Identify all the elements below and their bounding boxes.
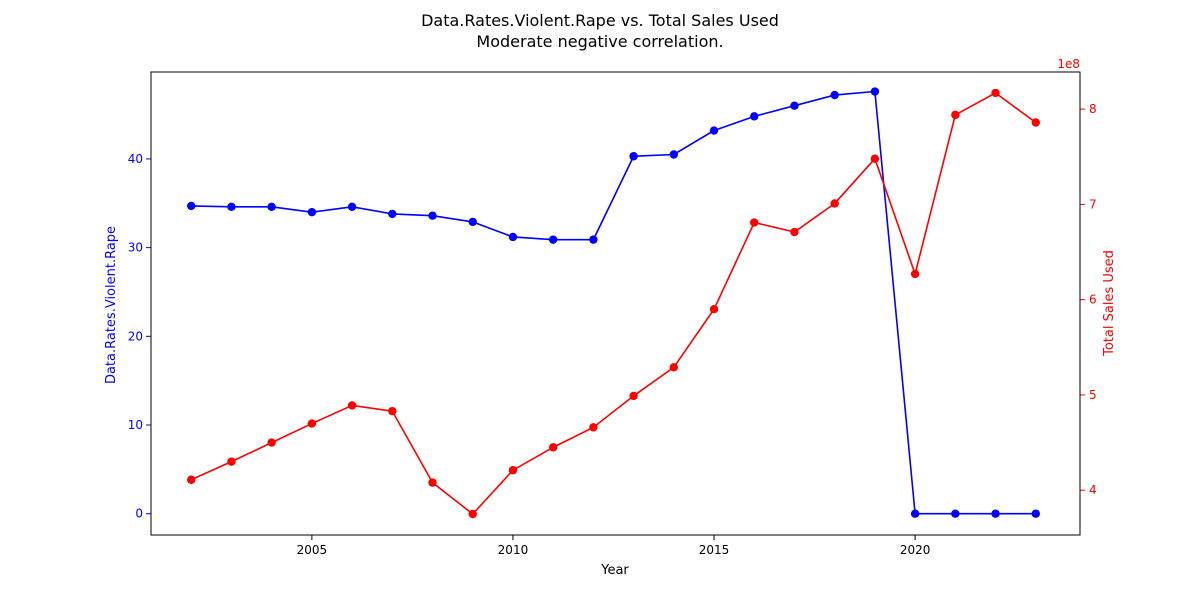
data-point-total-sales-used-2015 [709, 305, 719, 314]
plot-frame [150, 71, 1081, 536]
x-tick-label-2010: 2010 [498, 543, 529, 557]
x-axis-label: Year [600, 563, 629, 578]
y-right-tick-label-3: 7 [1089, 197, 1097, 211]
data-point-total-sales-used-2016 [750, 218, 759, 227]
y-right-offset-text: 1e8 [1057, 57, 1080, 71]
data-point-total-sales-used-2022 [991, 88, 1000, 98]
data-point-total-sales-used-2003 [227, 457, 236, 466]
data-point-violent-rape-rate-2009 [468, 217, 477, 227]
data-point-violent-rape-rate-2005 [307, 207, 317, 217]
data-point-total-sales-used-2010 [508, 466, 518, 475]
series-line-total-sales-used [190, 92, 1037, 516]
data-point-violent-rape-rate-2021 [951, 509, 960, 518]
data-point-total-sales-used-2011 [548, 443, 558, 452]
y-right-tick-label-1: 5 [1089, 388, 1097, 402]
data-point-total-sales-used-2020 [910, 269, 920, 279]
data-point-violent-rape-rate-2003 [227, 202, 236, 212]
data-point-violent-rape-rate-2014 [669, 150, 679, 159]
data-point-total-sales-used-2008 [428, 478, 437, 487]
data-point-violent-rape-rate-2002 [187, 201, 196, 211]
data-point-violent-rape-rate-2008 [428, 211, 437, 220]
data-point-violent-rape-rate-2022 [991, 509, 1000, 518]
data-point-total-sales-used-2019 [870, 154, 880, 163]
data-point-violent-rape-rate-2015 [709, 126, 719, 135]
data-point-total-sales-used-2004 [267, 438, 276, 447]
data-point-total-sales-used-2013 [629, 391, 638, 401]
y-right-tick-label-2: 6 [1089, 293, 1097, 307]
data-point-violent-rape-rate-2011 [548, 235, 558, 244]
series-line-violent-rape-rate [191, 90, 1036, 515]
y-right-axis-label: Total Sales Used [1102, 250, 1117, 357]
data-point-violent-rape-rate-2007 [388, 209, 397, 219]
data-point-total-sales-used-2007 [388, 406, 397, 416]
data-point-total-sales-used-2017 [790, 227, 799, 237]
data-point-violent-rape-rate-2018 [830, 90, 839, 100]
data-point-total-sales-used-2018 [830, 199, 839, 208]
x-tick-label-2015: 2015 [699, 543, 730, 557]
y-left-axis-label: Data.Rates.Violent.Rape [104, 226, 119, 384]
data-point-violent-rape-rate-2012 [589, 235, 598, 244]
y-left-tick-label-40: 40 [128, 152, 143, 166]
data-point-total-sales-used-2006 [347, 401, 357, 410]
y-left-tick-label-10: 10 [128, 418, 143, 432]
y-left-tick-label-20: 20 [128, 329, 143, 343]
plot-area [187, 87, 1040, 519]
chart-subtitle: Moderate negative correlation. [476, 32, 723, 51]
data-point-violent-rape-rate-2020 [910, 509, 920, 518]
y-left-tick-label-0: 0 [135, 507, 143, 521]
data-point-violent-rape-rate-2017 [790, 101, 799, 110]
x-tick-label-2005: 2005 [297, 543, 328, 557]
data-point-violent-rape-rate-2004 [267, 202, 276, 212]
data-point-violent-rape-rate-2010 [508, 232, 518, 242]
data-point-violent-rape-rate-2013 [629, 152, 638, 161]
data-point-violent-rape-rate-2016 [750, 112, 759, 121]
right-axis: 4 5 6 7 8 [1080, 102, 1097, 497]
data-point-total-sales-used-2023 [1031, 118, 1040, 127]
y-right-tick-label-0: 4 [1089, 483, 1097, 497]
left-axis: 0 10 20 30 40 [128, 152, 151, 521]
chart-title: Data.Rates.Violent.Rape vs. Total Sales … [421, 11, 779, 30]
bottom-axis: 2005 2010 2015 2020 [297, 535, 931, 557]
data-point-total-sales-used-2014 [669, 363, 679, 372]
data-point-total-sales-used-2021 [951, 110, 960, 120]
x-tick-label-2020: 2020 [900, 543, 931, 557]
y-right-tick-label-4: 8 [1089, 102, 1097, 116]
data-point-violent-rape-rate-2023 [1031, 509, 1040, 518]
y-left-tick-label-30: 30 [128, 241, 143, 255]
data-point-total-sales-used-2005 [307, 419, 317, 428]
data-point-total-sales-used-2009 [468, 509, 477, 519]
data-point-total-sales-used-2012 [589, 423, 598, 432]
data-point-violent-rape-rate-2019 [870, 87, 880, 96]
data-point-total-sales-used-2002 [187, 475, 196, 484]
data-point-violent-rape-rate-2006 [347, 202, 357, 212]
